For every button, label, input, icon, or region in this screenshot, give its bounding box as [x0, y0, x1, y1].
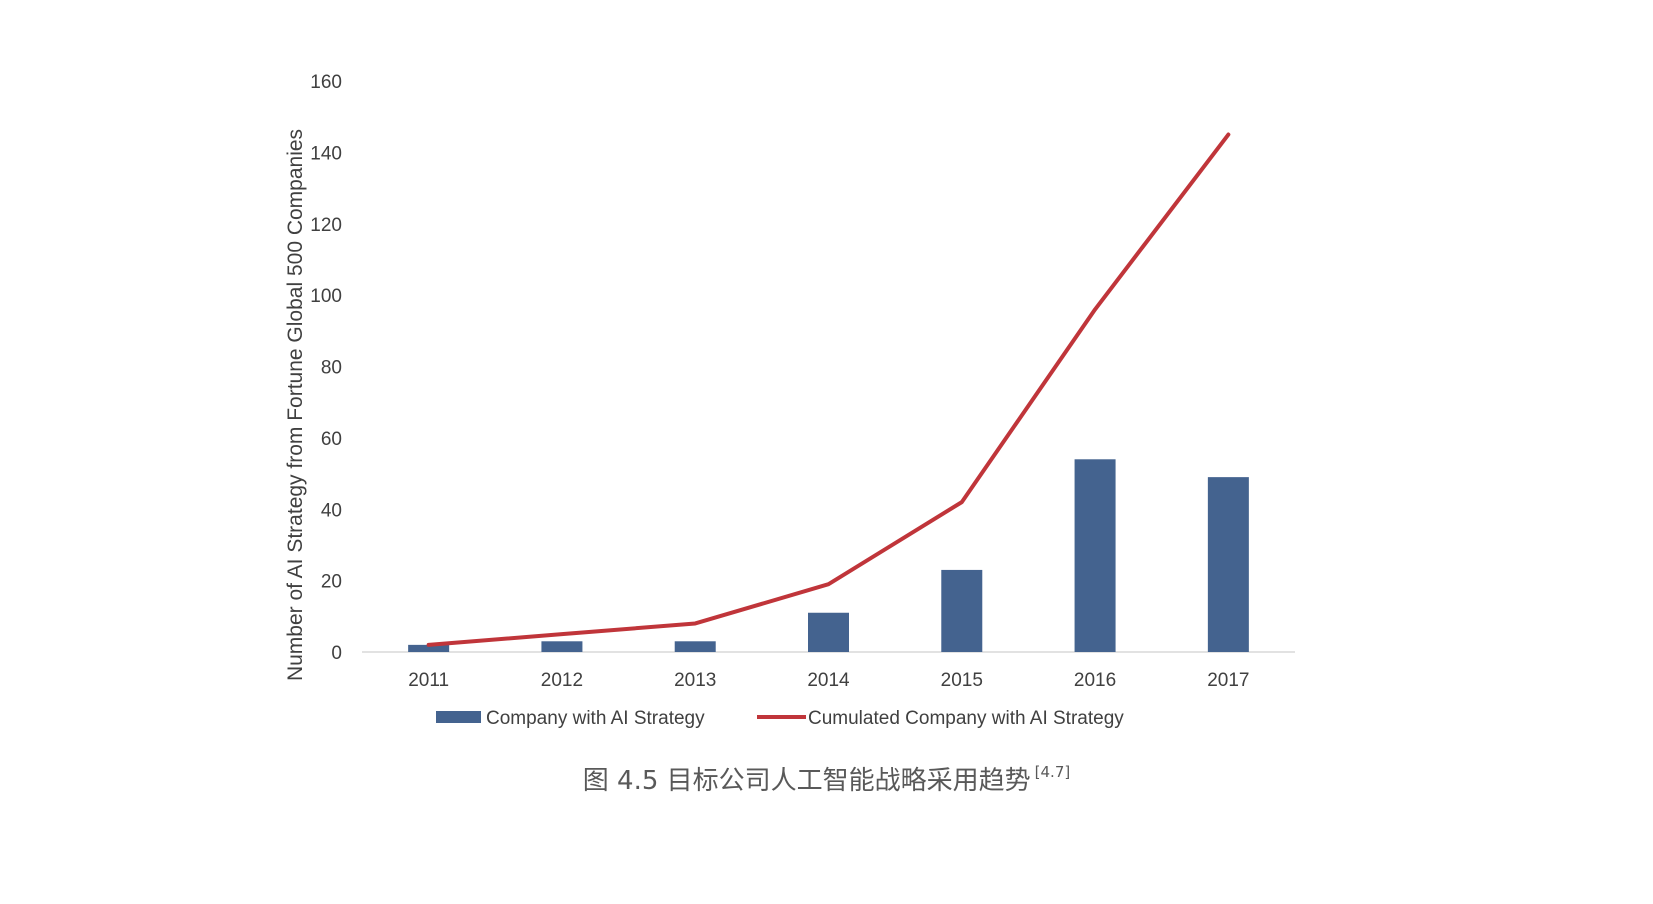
caption-text: 图 4.5 目标公司人工智能战略采用趋势 [582, 766, 1031, 796]
bar [541, 641, 583, 652]
y-tick-label: 100 [310, 286, 342, 307]
bar [408, 644, 450, 652]
y-axis-tick-labels: 0 20 40 60 80 100 120 140 160 [310, 72, 342, 664]
figure-caption: 图 4.5 目标公司人工智能战略采用趋势 [4.7] [0, 760, 1653, 797]
x-tick-label: 2016 [1074, 670, 1116, 691]
x-tick-label: 2017 [1207, 670, 1249, 691]
bar [941, 569, 983, 652]
legend-bar-label: Company with AI Strategy [486, 708, 705, 729]
caption-reference: [4.7] [1034, 763, 1071, 781]
bar [674, 641, 716, 652]
legend-bar-swatch [436, 711, 481, 723]
y-tick-label: 160 [310, 72, 342, 93]
bar [1074, 459, 1116, 652]
bar [808, 612, 849, 652]
line-series [426, 132, 1231, 647]
cumulative-line [426, 132, 1231, 647]
y-tick-label: 20 [321, 572, 342, 593]
x-axis-tick-labels: 2011 2012 2013 2014 2015 2016 2017 [408, 670, 1249, 691]
y-tick-label: 80 [321, 358, 342, 379]
legend-line-label: Cumulated Company with AI Strategy [808, 708, 1124, 729]
x-tick-label: 2013 [674, 670, 716, 691]
y-tick-label: 120 [310, 215, 342, 236]
y-axis-title: Number of AI Strategy from Fortune Globa… [284, 129, 307, 681]
x-tick-label: 2011 [408, 670, 449, 691]
y-tick-label: 140 [310, 143, 342, 164]
y-tick-label: 40 [321, 500, 342, 521]
bar [1207, 477, 1249, 652]
y-tick-label: 0 [331, 643, 342, 664]
y-tick-label: 60 [321, 429, 342, 450]
x-tick-label: 2012 [541, 670, 583, 691]
x-tick-label: 2015 [941, 670, 983, 691]
legend: Company with AI Strategy Cumulated Compan… [436, 708, 1124, 729]
x-tick-label: 2014 [807, 670, 850, 691]
bar-series [408, 459, 1249, 652]
